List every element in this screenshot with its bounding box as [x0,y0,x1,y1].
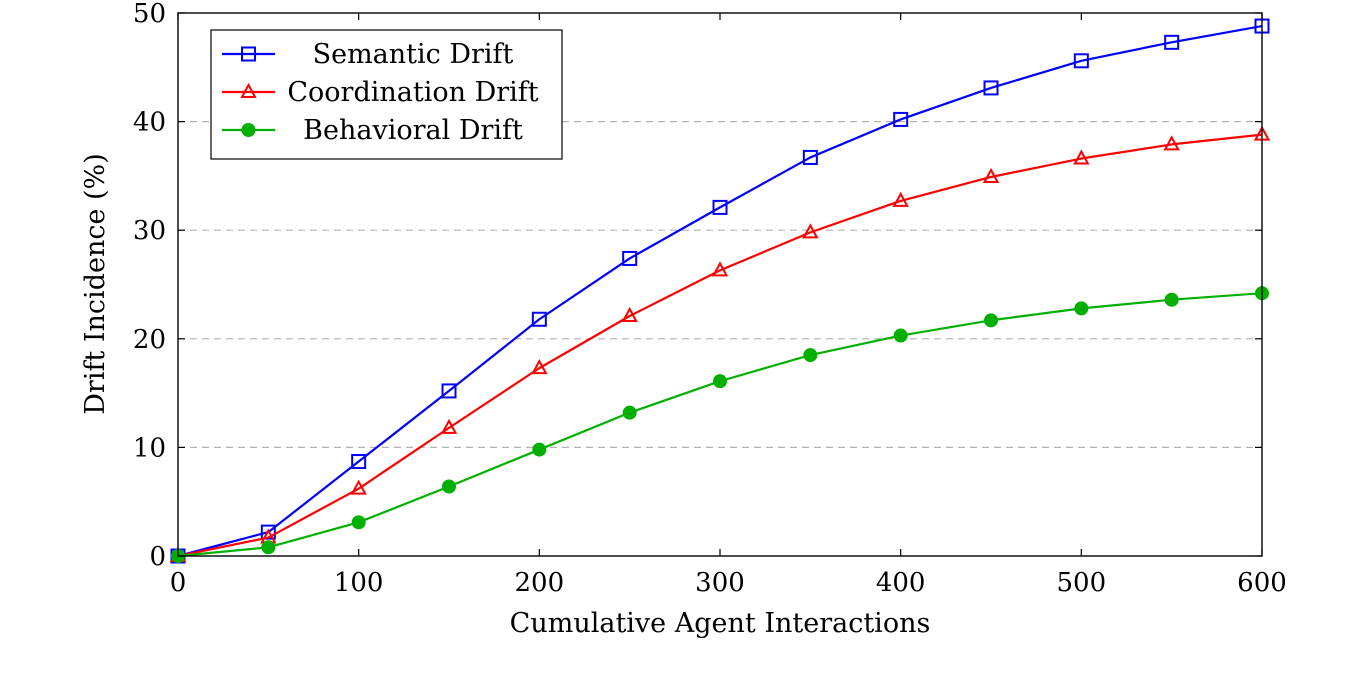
semantic-drift-point [622,250,638,266]
behavioral-drift-point [803,348,818,363]
behavioral-drift-point [261,540,276,555]
coordination-drift-line [177,133,1263,558]
y-tick-label: 40 [133,108,166,138]
x-tick-label: 600 [1237,568,1287,598]
y-tick-label: 10 [133,433,166,463]
behavioral-drift-point [351,515,366,530]
coordination-drift-point [982,167,1000,183]
coordination-drift-point [440,418,458,434]
semantic-drift-line [177,24,1263,558]
legend-marker-semantic-drift [241,46,256,62]
coordination-drift-point [1163,135,1180,151]
x-tick-label: 0 [170,568,187,598]
x-axis-label: Cumulative Agent Interactions [510,608,931,639]
y-tick-label: 0 [149,542,166,572]
y-tick-label: 20 [133,325,166,355]
x-tick-label: 100 [334,568,384,598]
x-tick-labels: 0 100 200 300 400 500 600 [170,568,1287,598]
semantic-drift-point [893,111,909,127]
legend-marker-behavioral-drift [241,123,256,137]
coordination-drift-point [350,479,367,495]
y-tick-labels: 0 10 20 30 40 50 [133,0,166,572]
semantic-drift-point [1073,53,1089,69]
behavioral-drift-line [177,292,1263,558]
behavioral-drift-point [713,374,727,389]
coordination-drift-point [621,306,638,322]
semantic-drift-point [983,80,999,96]
behavioral-drift-point [984,313,998,328]
behavioral-drift-point [442,479,456,494]
semantic-drift-point [802,149,818,165]
y-axis-label: Drift Incidence (%) [80,153,111,414]
coordination-drift-point [802,223,819,239]
coordination-drift-point [1073,149,1090,165]
legend-box [210,29,563,160]
semantic-drift-point [441,383,457,399]
legend-label-coordination-drift: Coordination Drift [287,77,538,108]
behavioral-drift-series [171,286,1269,563]
axis-ticks [177,12,1263,557]
semantic-drift-point [712,199,728,215]
behavioral-drift-point [1074,301,1089,316]
legend-label-semantic-drift: Semantic Drift [313,39,514,70]
x-tick-label: 500 [1057,568,1107,598]
y-tick-label: 50 [133,0,166,29]
behavioral-drift-point [893,328,908,343]
semantic-drift-point [531,311,547,327]
grid-lines [178,120,1262,448]
semantic-drift-point [1164,34,1180,50]
coordination-drift-point [531,359,548,375]
legend-marker-coordination-drift [240,82,257,98]
behavioral-drift-point [532,442,547,457]
y-tick-label: 30 [133,216,166,246]
x-tick-label: 400 [876,568,926,598]
legend: Semantic Drift Coordination Drift Behavior… [210,29,563,160]
semantic-drift-point [351,454,367,470]
x-tick-label: 200 [515,568,565,598]
coordination-drift-point [711,261,729,277]
behavioral-drift-point [1164,292,1179,307]
coordination-drift-series [169,125,1271,562]
behavioral-drift-point [622,405,637,420]
series-layer [169,18,1271,564]
legend-label-behavioral-drift: Behavioral Drift [303,115,523,146]
x-tick-label: 300 [695,568,745,598]
coordination-drift-point [892,191,909,207]
